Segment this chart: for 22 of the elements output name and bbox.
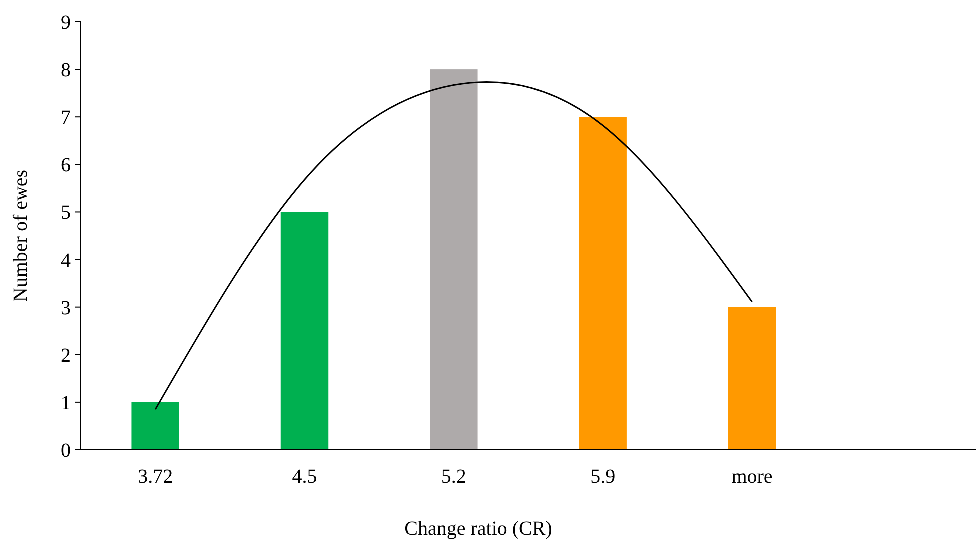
y-tick-label: 6 [61,154,71,177]
x-tick-label: 3.72 [138,466,174,488]
y-axis-title: Number of ewes [10,170,32,302]
y-tick-label: 1 [61,392,71,414]
y-tick-label: 3 [61,297,71,320]
y-tick-label: 7 [61,107,71,130]
y-tick-label: 8 [61,60,71,82]
x-tick-label: 4.5 [292,466,318,488]
x-tick-label: 5.9 [590,466,616,488]
bar [728,307,776,450]
x-axis-title: Change ratio (CR) [404,518,552,539]
bar [430,70,478,450]
bar [280,212,329,450]
y-tick-label: 0 [61,440,71,462]
y-tick-label: 5 [61,202,71,224]
bar [132,402,180,450]
y-tick-label: 4 [61,250,71,272]
x-tick-label: more [732,466,773,488]
x-tick-label: 5.2 [441,466,466,488]
bar [579,117,627,450]
y-tick-label: 9 [61,12,71,34]
y-tick-label: 2 [61,344,71,367]
